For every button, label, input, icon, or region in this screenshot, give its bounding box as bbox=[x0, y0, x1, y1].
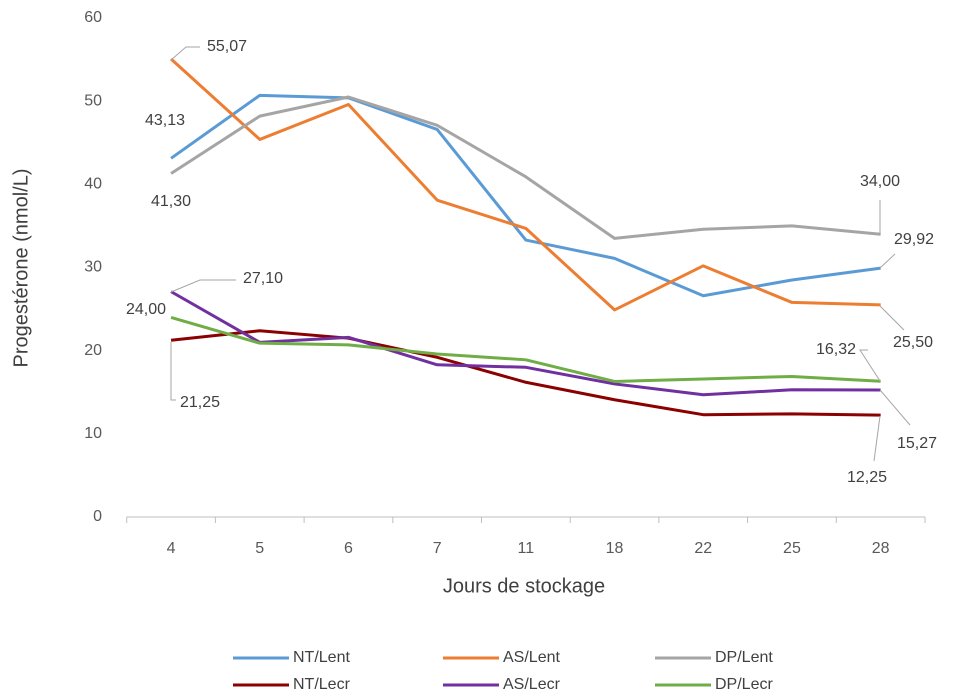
data-label: 21,25 bbox=[180, 394, 220, 411]
data-label: 12,25 bbox=[847, 469, 887, 486]
data-label: 55,07 bbox=[207, 38, 247, 55]
y-tick-label: 40 bbox=[84, 176, 102, 193]
leader-line bbox=[170, 342, 176, 401]
leader-line bbox=[859, 349, 881, 382]
data-label: 34,00 bbox=[860, 173, 900, 190]
y-tick-label: 30 bbox=[84, 259, 102, 276]
series-line bbox=[170, 93, 881, 298]
data-label: 15,27 bbox=[897, 435, 937, 452]
series-line bbox=[170, 315, 881, 383]
legend-label: AS/Lecr bbox=[503, 676, 561, 693]
y-tick-label: 20 bbox=[84, 342, 102, 359]
legend-label: DP/Lecr bbox=[715, 676, 773, 693]
series-line bbox=[170, 329, 881, 417]
series-line bbox=[170, 290, 881, 397]
series-line bbox=[170, 57, 881, 312]
x-tick-label: 5 bbox=[255, 540, 264, 557]
x-tick-label: 4 bbox=[167, 540, 176, 557]
leader-line bbox=[170, 46, 200, 61]
x-tick-label: 11 bbox=[518, 540, 535, 557]
x-axis-title: Jours de stockage bbox=[443, 575, 605, 597]
y-axis-title: Progestérone (nmol/L) bbox=[10, 169, 32, 368]
leader-line bbox=[873, 415, 881, 462]
x-tick-label: 28 bbox=[872, 540, 890, 557]
legend-label: NT/Lecr bbox=[293, 676, 351, 693]
x-tick-label: 18 bbox=[606, 540, 624, 557]
data-label: 25,50 bbox=[893, 334, 933, 351]
y-tick-label: 0 bbox=[93, 508, 102, 525]
data-label: 16,32 bbox=[816, 341, 856, 358]
leader-line bbox=[879, 253, 896, 269]
data-label: 27,10 bbox=[243, 270, 283, 287]
x-tick-label: 25 bbox=[783, 540, 801, 557]
y-tick-label: 50 bbox=[84, 92, 102, 109]
data-label: 29,92 bbox=[894, 231, 934, 248]
data-label: 41,30 bbox=[151, 193, 191, 210]
legend-label: DP/Lent bbox=[715, 649, 773, 666]
data-label: 43,13 bbox=[145, 112, 185, 129]
legend-label: AS/Lent bbox=[503, 649, 560, 666]
legend-label: NT/Lent bbox=[293, 649, 350, 666]
data-label: 24,00 bbox=[126, 301, 166, 318]
y-tick-label: 10 bbox=[84, 425, 102, 442]
series-line bbox=[170, 95, 881, 240]
y-tick-label: 60 bbox=[84, 9, 102, 26]
leader-line bbox=[879, 305, 905, 331]
leader-line bbox=[170, 279, 236, 293]
x-tick-label: 22 bbox=[694, 540, 712, 557]
x-tick-label: 7 bbox=[433, 540, 442, 557]
x-tick-label: 6 bbox=[344, 540, 353, 557]
leader-line bbox=[879, 389, 911, 426]
